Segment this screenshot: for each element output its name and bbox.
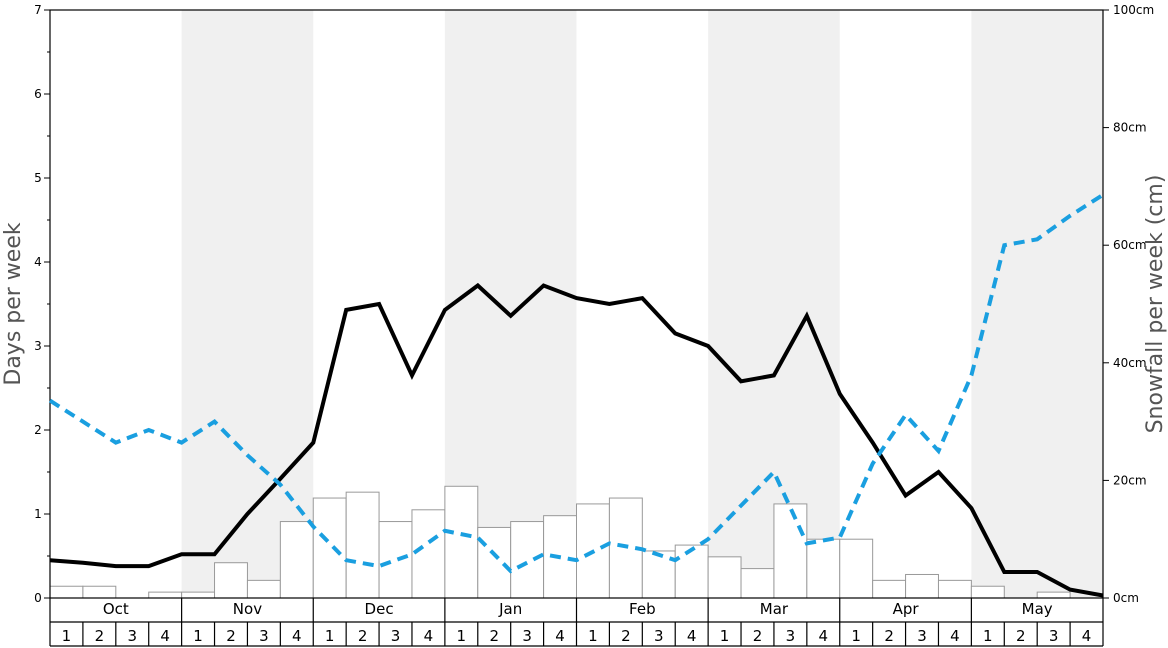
week-label: 3 [391,627,401,645]
week-label: 4 [292,627,302,645]
week-label: 3 [259,627,269,645]
week-label: 4 [424,627,434,645]
x-axis: Oct Nov Dec Jan Feb Mar Apr May 1 2 3 4 1 2 3 4 1 2 3 4 1 2 3 4… [49,598,1104,647]
snowfall-bar [970,585,1005,599]
right-axis: 0cm 20cm 40cm 60cm 80cm 100cm [1103,3,1154,605]
left-axis: 0 1 2 3 4 5 6 7 [34,3,50,605]
snowfall-bar [641,550,676,599]
month-shade-mar [708,10,840,598]
month-label: Mar [760,600,789,618]
week-label: 1 [193,627,203,645]
week-label: 4 [950,627,960,645]
snowfall-bar [905,573,939,599]
snowfall-bar [444,485,479,599]
week-label: 3 [127,627,137,645]
week-label: 1 [325,627,335,645]
snowfall-bar [806,538,841,599]
right-tick-label: 40cm [1113,356,1147,370]
month-label: Nov [233,600,262,618]
right-tick-label: 20cm [1113,473,1147,487]
right-tick-label: 80cm [1113,121,1147,135]
left-tick-label: 3 [34,339,42,353]
snowfall-bar [345,491,380,599]
snowfall-bar [740,568,775,599]
snowfall-bar [1036,591,1071,599]
right-tick-label: 60cm [1113,238,1147,252]
week-label: 4 [687,627,697,645]
week-label: 3 [1049,627,1059,645]
week-label: 2 [1016,627,1026,645]
week-label: 1 [720,627,730,645]
snowfall-bar [312,497,347,599]
week-label: 2 [621,627,631,645]
snowfall-bar [148,591,183,599]
snowfall-bar [872,579,907,599]
dashed-blue-line [48,193,1105,574]
month-label: May [1022,600,1053,618]
snowfall-bar [214,562,248,599]
snowfall-bar [773,503,808,599]
snowfall-bar [49,585,84,599]
week-label: 1 [457,627,467,645]
week-label: 2 [884,627,894,645]
week-label: 4 [555,627,565,645]
month-shading [181,10,1103,598]
snowfall-bar [181,591,216,599]
month-shade-nov [181,10,314,598]
week-label: 2 [95,627,105,645]
left-tick-label: 7 [34,3,42,17]
left-tick-label: 6 [34,87,42,101]
snowfall-bar [378,521,413,599]
week-label: 3 [786,627,796,645]
snowfall-bar [839,538,874,599]
snowfall-bar [477,526,512,599]
week-label: 4 [1082,627,1092,645]
month-label: Feb [629,600,656,618]
week-label: 4 [819,627,829,645]
week-label: 3 [917,627,927,645]
week-label: 3 [654,627,664,645]
week-label: 1 [983,627,993,645]
snowfall-bar [82,585,117,599]
week-label: 3 [522,627,532,645]
week-label: 1 [588,627,598,645]
snowfall-bar [937,579,972,599]
snowfall-bar [674,544,709,599]
series-lines [48,193,1105,598]
right-axis-title: Snowfall per week (cm) [1143,175,1168,434]
snowfall-bar [279,521,314,599]
week-label: 1 [62,627,72,645]
right-tick-label: 0cm [1113,591,1139,605]
week-label: 2 [753,627,763,645]
left-tick-label: 1 [34,507,42,521]
week-label: 2 [226,627,236,645]
week-label: 1 [851,627,861,645]
left-tick-label: 2 [34,423,42,437]
month-label: Apr [893,600,920,618]
left-axis-title: Days per week [1,222,26,385]
month-label: Dec [365,600,394,618]
snowfall-bar [707,556,742,599]
left-tick-label: 5 [34,171,42,185]
solid-black-line [49,282,1104,598]
month-shade-may [971,10,1103,598]
snowfall-bar [246,579,281,599]
month-label: Jan [498,600,522,618]
week-label: 2 [358,627,368,645]
snowfall-bar [510,521,545,599]
week-label: 4 [160,627,170,645]
right-tick-label: 100cm [1113,3,1154,17]
month-label: Oct [103,600,129,618]
left-tick-label: 4 [34,255,42,269]
snowfall-bar [411,509,446,599]
left-tick-label: 0 [34,591,42,605]
week-label: 2 [489,627,499,645]
